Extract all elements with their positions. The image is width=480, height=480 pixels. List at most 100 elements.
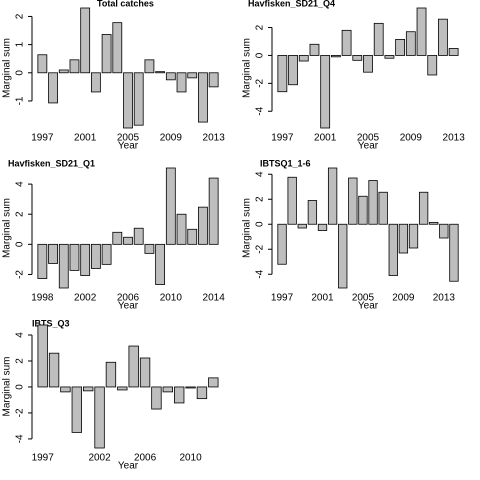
bar: [418, 191, 429, 225]
x-axis-label: Year: [118, 461, 139, 472]
y-tick-label: -4: [255, 269, 266, 278]
y-tick-label: -4: [15, 434, 26, 443]
bar: [117, 386, 128, 391]
bar: [378, 191, 388, 225]
bar: [112, 231, 123, 245]
bar: [60, 386, 71, 393]
bar: [90, 72, 101, 93]
x-tick-label: 2001: [311, 293, 334, 304]
bar: [330, 55, 341, 58]
y-axis-label: Marginal sum: [242, 198, 253, 258]
bar: [348, 177, 358, 225]
y-tick-label: -1: [15, 96, 26, 105]
bar: [405, 31, 416, 56]
y-axis-label: Marginal sum: [2, 356, 13, 416]
x-tick-label: 1998: [31, 293, 54, 304]
bar: [338, 223, 348, 289]
bar: [416, 7, 427, 56]
y-tick-label: 0: [15, 70, 26, 76]
x-tick-label: 1997: [31, 133, 54, 144]
bar: [198, 206, 208, 245]
bar: [90, 243, 101, 269]
bar: [298, 55, 309, 62]
bar: [165, 72, 176, 81]
bar: [144, 59, 155, 74]
x-tick-label: 2013: [203, 133, 226, 144]
bar: [388, 223, 398, 276]
bar: [320, 55, 331, 129]
x-tick-label: 2001: [74, 133, 97, 144]
bar: [128, 345, 139, 388]
bar: [196, 386, 208, 400]
y-tick-label: 4: [15, 332, 26, 338]
bar: [83, 386, 94, 392]
bar: [427, 55, 438, 76]
bar: [123, 236, 133, 245]
bar: [71, 386, 82, 433]
x-tick-label: 2013: [433, 293, 456, 304]
bar: [165, 167, 176, 245]
bar: [48, 243, 58, 264]
bar: [187, 72, 198, 79]
bar: [309, 43, 320, 56]
y-tick-label: 4: [15, 181, 26, 187]
bar: [438, 18, 448, 56]
y-axis-label: Marginal sum: [2, 38, 13, 98]
y-tick-label: 2: [15, 358, 26, 364]
bar: [80, 243, 91, 276]
bar: [358, 195, 368, 225]
bar: [208, 72, 219, 88]
bar: [408, 223, 419, 249]
bar: [155, 243, 166, 285]
bar: [58, 243, 69, 289]
y-tick-label: 2: [15, 13, 26, 19]
bar: [101, 243, 112, 265]
chart-title: IBTSQ1_1-6: [260, 158, 311, 168]
bar: [69, 243, 80, 271]
x-tick-label: 2005: [117, 133, 140, 144]
bar: [277, 55, 288, 93]
y-tick-label: -4: [255, 106, 266, 115]
bar: [105, 361, 117, 388]
y-axis-label: Marginal sum: [2, 198, 13, 258]
bar: [37, 243, 48, 279]
bar: [307, 200, 318, 225]
bar: [352, 55, 363, 61]
x-tick-label: 1997: [32, 453, 55, 464]
bar: [439, 223, 449, 239]
y-tick-label: 2: [15, 211, 26, 217]
y-tick-label: 0: [15, 384, 26, 390]
bar: [133, 72, 144, 126]
chart-title: Havfisken_SD21_Q4: [248, 0, 335, 8]
y-tick-label: 2: [255, 24, 266, 30]
x-tick-label: 2013: [443, 133, 466, 144]
x-tick-label: 1997: [271, 293, 294, 304]
chart-title: Havfisken_SD21_Q1: [8, 158, 95, 168]
x-axis-label: Year: [118, 141, 139, 152]
y-tick-label: 1: [15, 41, 26, 47]
bar: [174, 386, 185, 404]
bar: [176, 213, 187, 245]
x-tick-label: 2006: [117, 293, 140, 304]
bar: [112, 22, 123, 74]
bar: [48, 352, 60, 388]
bar: [429, 221, 439, 225]
x-tick-label: 2009: [392, 293, 415, 304]
bar: [368, 180, 378, 225]
x-tick-label: 2005: [352, 293, 375, 304]
bar: [151, 386, 162, 410]
x-tick-label: 2005: [357, 133, 380, 144]
y-tick-label: 0: [255, 52, 266, 58]
bar: [288, 55, 298, 86]
y-tick-label: -2: [255, 244, 266, 253]
bar: [58, 69, 69, 74]
y-tick-label: -2: [255, 78, 266, 87]
bar: [139, 357, 151, 388]
chart-title: Total catches: [97, 0, 154, 8]
x-tick-label: 2010: [160, 293, 183, 304]
bar: [448, 48, 459, 56]
bar: [133, 227, 144, 245]
bar: [363, 55, 373, 73]
x-tick-label: 1997: [271, 133, 294, 144]
bar: [69, 59, 80, 74]
